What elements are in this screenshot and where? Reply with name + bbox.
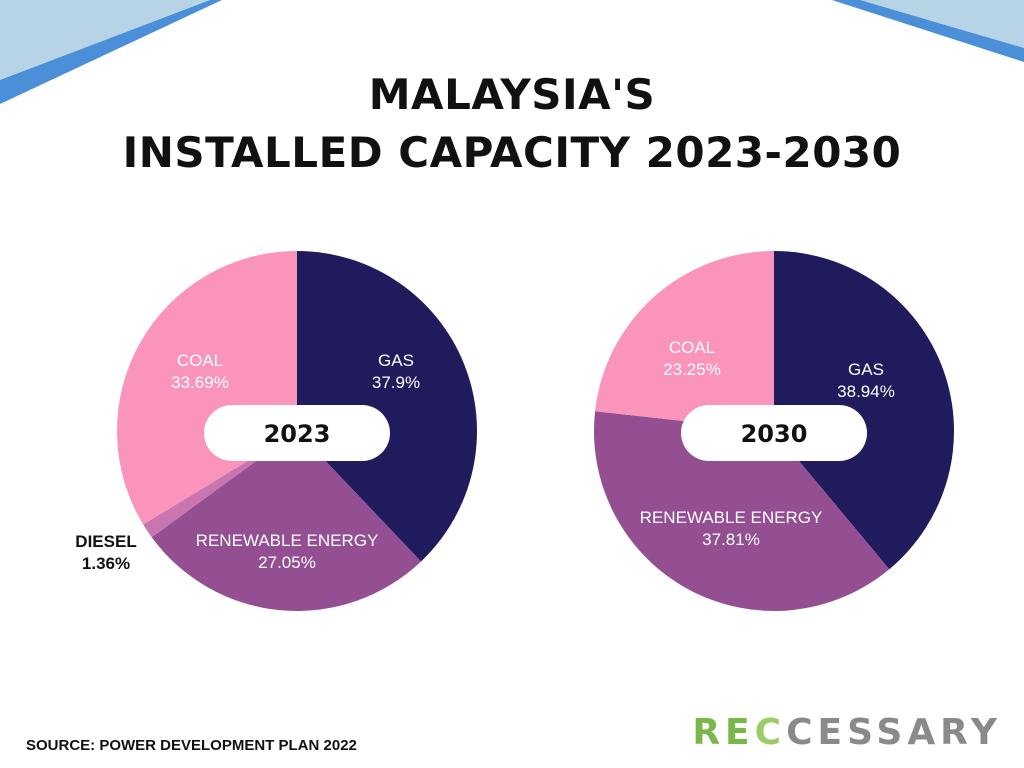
pie-slice-renewable-energy: [151, 431, 422, 612]
slice-label-gas: GAS: [378, 351, 414, 370]
logo-part-2: C: [754, 712, 787, 753]
slice-value-gas: 37.9%: [372, 373, 420, 392]
slice-value-gas: 38.94%: [837, 382, 895, 401]
logo-part-1: RE: [692, 712, 755, 753]
source-note: SOURCE: POWER DEVELOPMENT PLAN 2022: [26, 737, 357, 754]
top-right-dark-shape: [832, 0, 1024, 62]
slice-label-coal: COAL: [669, 338, 715, 357]
slice-label-diesel: DIESEL: [75, 532, 136, 551]
logo-part-3: CESSARY: [786, 712, 1002, 753]
slice-value-diesel: 1.36%: [82, 554, 130, 573]
pie-slice-gas: [297, 251, 478, 562]
slice-label-renewable-energy: RENEWABLE ENERGY: [640, 508, 823, 527]
title-line-1: MALAYSIA'S: [368, 70, 656, 119]
slice-value-coal: 23.25%: [663, 360, 721, 379]
pie-2030: GAS 38.94% RENEWABLE ENERGY 37.81% COAL 23.25…: [594, 250, 955, 611]
brand-logo: RECCESSARY: [692, 712, 1002, 753]
slice-value-coal: 33.69%: [171, 373, 229, 392]
slice-label-renewable-energy: RENEWABLE ENERGY: [196, 531, 379, 550]
pie-slice-renewable-energy: [594, 411, 890, 611]
chart-title: MALAYSIA'S INSTALLED CAPACITY 2023-2030: [0, 66, 1024, 182]
top-left-dark-shape: [0, 0, 222, 104]
title-line-2: INSTALLED CAPACITY 2023-2030: [122, 128, 902, 177]
slice-label-gas: GAS: [848, 360, 884, 379]
slice-value-renewable-energy: 27.05%: [258, 553, 316, 572]
year-pill: [204, 405, 390, 461]
slice-label-coal: COAL: [177, 351, 223, 370]
pie-2023: GAS 37.9% RENEWABLE ENERGY 27.05% DIESEL 1.36…: [75, 251, 478, 612]
pie-slice-coal: [595, 251, 774, 431]
year-label: 2023: [264, 420, 331, 448]
pie-slice-gas: [774, 250, 955, 570]
year-label: 2030: [741, 420, 808, 448]
year-pill: [681, 405, 867, 461]
slice-value-renewable-energy: 37.81%: [702, 530, 760, 549]
